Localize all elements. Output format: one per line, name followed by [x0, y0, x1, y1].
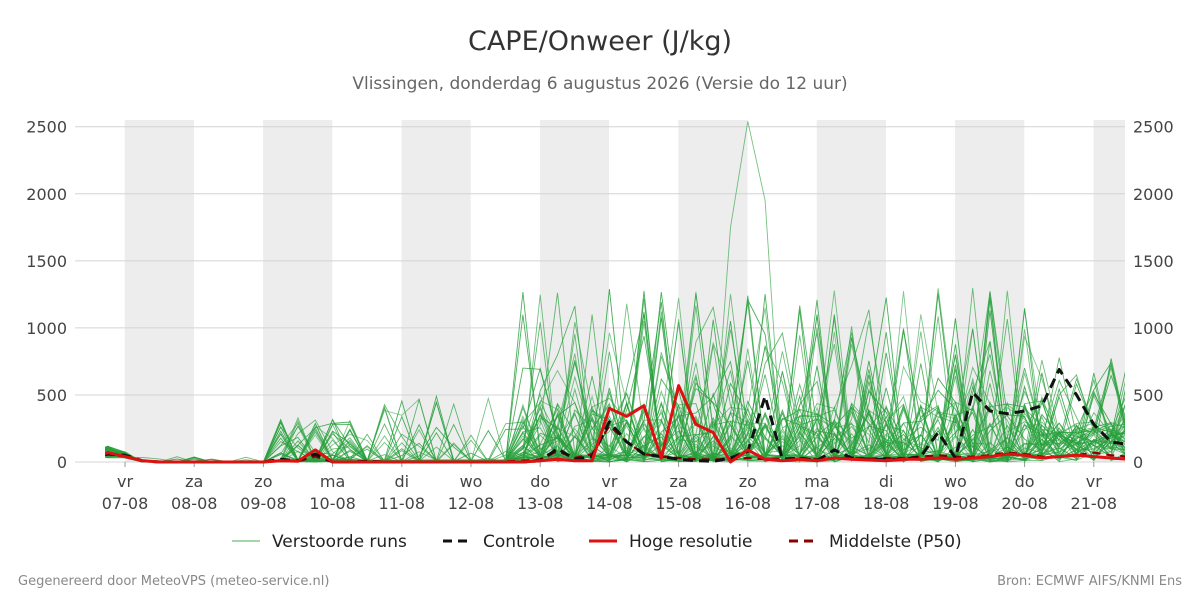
y-tick-label: 2500 — [26, 118, 67, 137]
x-tick-date: 20-08 — [1001, 494, 1048, 513]
y-axis-left: 0 500 1000 1500 2000 2500 — [26, 118, 67, 472]
x-tick-day: do — [1015, 472, 1035, 491]
x-tick-day: za — [185, 472, 203, 491]
chart-subtitle: Vlissingen, donderdag 6 augustus 2026 (V… — [352, 74, 847, 94]
x-tick-date: 19-08 — [932, 494, 979, 513]
x-tick-day: ma — [804, 472, 829, 491]
legend: Verstoorde runs Controle Hoge resolutie Mid… — [232, 532, 962, 552]
y-tick-label: 1000 — [26, 319, 67, 338]
x-tick-date: 11-08 — [379, 494, 426, 513]
day-band — [401, 120, 471, 462]
x-tick-day: zo — [254, 472, 272, 491]
y-tick-label: 1500 — [26, 252, 67, 271]
x-tick-date: 08-08 — [171, 494, 218, 513]
x-tick-day: ma — [320, 472, 345, 491]
x-tick-day: vr — [1086, 472, 1102, 491]
main-series — [105, 368, 1125, 464]
legend-label: Controle — [483, 532, 555, 552]
y-tick-label: 500 — [36, 386, 67, 405]
y-tick-label: 2000 — [26, 185, 67, 204]
x-tick-date: 21-08 — [1071, 494, 1118, 513]
y-tick-label: 2500 — [1133, 118, 1174, 137]
legend-label: Verstoorde runs — [272, 532, 407, 552]
y-tick-label: 1500 — [1133, 252, 1174, 271]
x-tick-day: vr — [601, 472, 617, 491]
x-tick-date: 09-08 — [240, 494, 287, 513]
footer-generated: Gegenereerd door MeteoVPS (meteo-service… — [18, 574, 329, 589]
x-axis: vr 07-08 za 08-08 zo 09-08 ma 10-08 di 11-08 wo 12-… — [102, 462, 1117, 513]
y-tick-label: 500 — [1133, 386, 1164, 405]
chart-title: CAPE/Onweer (J/kg) — [468, 26, 732, 57]
x-tick-day: wo — [944, 472, 967, 491]
x-tick-day: di — [394, 472, 409, 491]
series-line-hoge-resolutie — [105, 384, 1125, 464]
legend-label: Hoge resolutie — [629, 532, 753, 552]
x-tick-date: 18-08 — [863, 494, 910, 513]
x-tick-date: 07-08 — [102, 494, 149, 513]
y-tick-label: 2000 — [1133, 185, 1174, 204]
legend-label: Middelste (P50) — [829, 532, 962, 552]
x-tick-day: wo — [460, 472, 483, 491]
x-tick-date: 13-08 — [517, 494, 564, 513]
x-tick-day: do — [530, 472, 550, 491]
x-tick-day: za — [669, 472, 687, 491]
y-tick-label: 1000 — [1133, 319, 1174, 338]
y-tick-label: 0 — [57, 453, 67, 472]
y-axis-right: 0 500 1000 1500 2000 2500 — [1133, 118, 1174, 472]
x-tick-day: zo — [739, 472, 757, 491]
x-tick-date: 12-08 — [448, 494, 495, 513]
x-tick-date: 16-08 — [725, 494, 772, 513]
footer-source: Bron: ECMWF AIFS/KNMI Ens — [997, 574, 1182, 589]
y-tick-label: 0 — [1133, 453, 1143, 472]
day-band — [263, 120, 333, 462]
x-tick-date: 10-08 — [309, 494, 356, 513]
x-tick-date: 15-08 — [655, 494, 702, 513]
x-tick-day: di — [879, 472, 894, 491]
x-tick-date: 14-08 — [586, 494, 633, 513]
x-tick-date: 17-08 — [794, 494, 841, 513]
x-tick-day: vr — [117, 472, 133, 491]
day-band — [124, 120, 194, 462]
